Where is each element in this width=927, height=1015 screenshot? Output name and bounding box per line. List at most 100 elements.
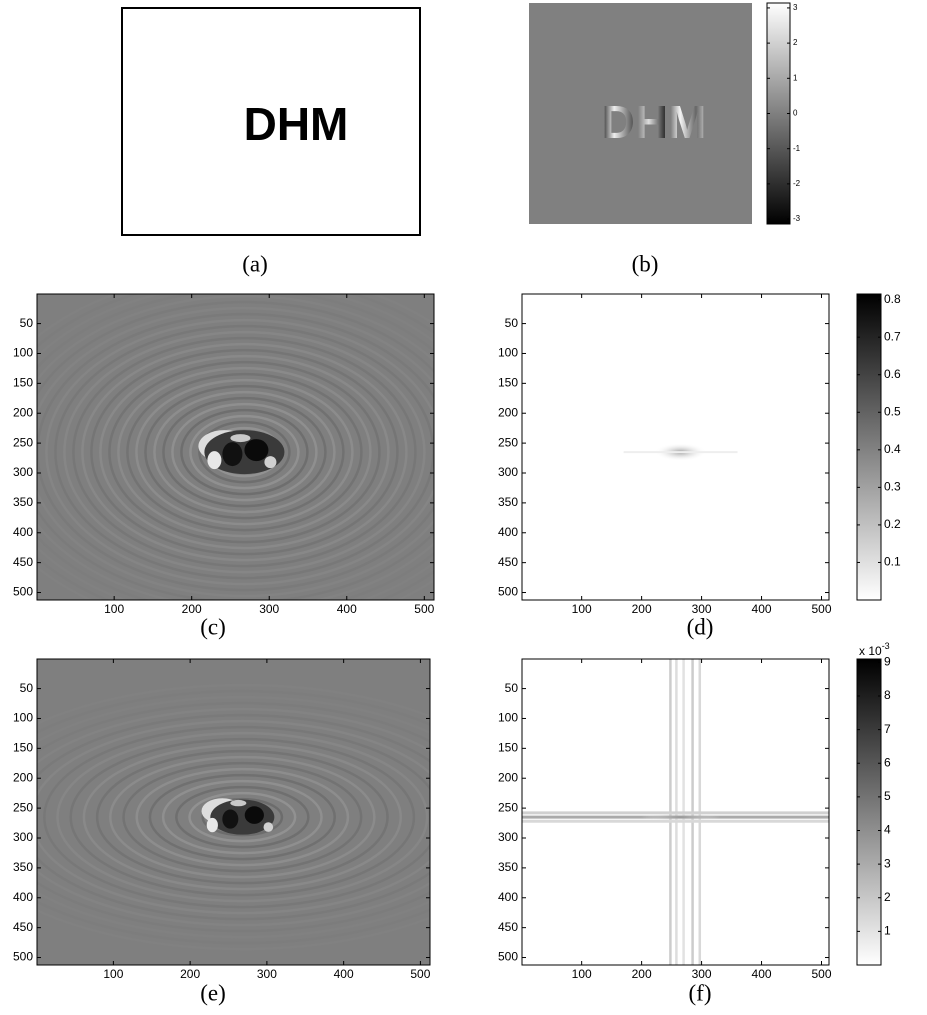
y-tick-label: 350 <box>13 495 33 509</box>
speckle <box>264 456 276 468</box>
colorbar <box>857 659 881 965</box>
y-tick-label: 100 <box>498 711 518 725</box>
colorbar-tick-label: 2 <box>793 38 798 47</box>
colorbar-tick-label: 7 <box>884 722 891 736</box>
x-tick-label: 200 <box>632 967 652 981</box>
x-tick-label: 300 <box>692 602 712 616</box>
scale-exponent: -3 <box>882 641 890 651</box>
x-tick-label: 500 <box>811 602 831 616</box>
y-tick-label: 400 <box>498 890 518 904</box>
x-tick-label: 500 <box>414 602 434 616</box>
y-tick-label: 300 <box>13 465 33 479</box>
colorbar-tick-label: -1 <box>793 144 801 153</box>
y-tick-label: 200 <box>498 405 518 419</box>
colorbar <box>767 3 790 224</box>
y-tick-label: 400 <box>13 525 33 539</box>
y-tick-label: 500 <box>13 950 33 964</box>
colorbar-tick-label: -2 <box>793 179 801 188</box>
image-text: DHM <box>602 96 707 148</box>
x-tick-label: 100 <box>572 602 592 616</box>
y-tick-label: 50 <box>20 681 34 695</box>
x-tick-label: 400 <box>752 967 772 981</box>
colorbar-tick-label: 6 <box>884 755 891 769</box>
panel-label: (b) <box>632 251 659 276</box>
scale-base: x 10 <box>859 644 882 658</box>
x-tick-label: 100 <box>572 967 592 981</box>
y-tick-label: 500 <box>498 585 518 599</box>
x-tick-label: 200 <box>180 967 200 981</box>
speckle <box>230 434 250 442</box>
speckle <box>245 806 264 824</box>
y-tick-label: 100 <box>13 346 33 360</box>
image-text: DHM <box>244 98 349 150</box>
panel-label: (f) <box>689 980 712 1005</box>
y-tick-label: 150 <box>13 376 33 390</box>
colorbar-tick-label: -3 <box>793 214 801 223</box>
colorbar-tick-label: 0 <box>793 109 798 118</box>
colorbar-tick-label: 0.7 <box>884 329 901 343</box>
colorbar-tick-label: 0.2 <box>884 517 901 531</box>
y-tick-label: 200 <box>13 405 33 419</box>
x-tick-label: 400 <box>334 967 354 981</box>
panel-label: (c) <box>200 614 226 639</box>
panel-label: (a) <box>242 251 268 276</box>
y-tick-label: 150 <box>498 376 518 390</box>
y-tick-label: 100 <box>13 711 33 725</box>
colorbar-tick-label: 5 <box>884 789 891 803</box>
y-tick-label: 500 <box>498 950 518 964</box>
y-tick-label: 50 <box>505 316 519 330</box>
speckle <box>207 818 218 832</box>
colorbar-tick-label: 4 <box>884 823 891 837</box>
y-tick-label: 400 <box>498 525 518 539</box>
x-tick-label: 500 <box>410 967 430 981</box>
y-tick-label: 200 <box>498 770 518 784</box>
colorbar-tick-label: 0.6 <box>884 367 901 381</box>
speckle <box>207 451 221 469</box>
y-tick-label: 350 <box>13 860 33 874</box>
spectrum <box>641 813 721 821</box>
x-tick-label: 300 <box>259 602 279 616</box>
colorbar-tick-label: 1 <box>884 924 891 938</box>
y-tick-label: 50 <box>505 681 519 695</box>
x-tick-label: 400 <box>337 602 357 616</box>
y-tick-label: 450 <box>498 555 518 569</box>
y-tick-label: 250 <box>13 800 33 814</box>
x-tick-label: 100 <box>104 602 124 616</box>
y-tick-label: 400 <box>13 890 33 904</box>
y-tick-label: 200 <box>13 770 33 784</box>
colorbar-tick-label: 0.5 <box>884 404 901 418</box>
colorbar-tick-label: 2 <box>884 890 891 904</box>
x-tick-label: 400 <box>752 602 772 616</box>
y-tick-label: 300 <box>498 465 518 479</box>
x-tick-label: 200 <box>182 602 202 616</box>
colorbar-tick-label: 0.8 <box>884 292 901 306</box>
speckle <box>244 439 268 461</box>
y-tick-label: 250 <box>498 435 518 449</box>
panel-label: (e) <box>200 980 226 1005</box>
y-tick-label: 250 <box>13 435 33 449</box>
y-tick-label: 150 <box>13 741 33 755</box>
page: body { margin: 0; background: #fff; widt… <box>0 0 927 1015</box>
speckle <box>230 800 246 806</box>
colorbar <box>857 294 881 600</box>
panel-label: (d) <box>687 614 714 639</box>
speckle <box>222 442 242 466</box>
y-tick-label: 50 <box>20 316 34 330</box>
y-tick-label: 450 <box>13 920 33 934</box>
y-tick-label: 350 <box>498 495 518 509</box>
colorbar-tick-label: 8 <box>884 688 891 702</box>
colorbar-tick-label: 1 <box>793 73 798 82</box>
x-tick-label: 300 <box>257 967 277 981</box>
colorbar-tick-label: 0.4 <box>884 442 901 456</box>
x-tick-label: 500 <box>811 967 831 981</box>
figure: DHM (a) DHM (b) (c) (d) (e) (f) 10020030… <box>0 0 927 1015</box>
x-tick-label: 200 <box>632 602 652 616</box>
colorbar-tick-label: 0.3 <box>884 480 901 494</box>
y-tick-label: 450 <box>498 920 518 934</box>
y-tick-label: 300 <box>498 830 518 844</box>
colorbar-tick-label: 3 <box>884 856 891 870</box>
y-tick-label: 500 <box>13 585 33 599</box>
speckle <box>264 822 274 832</box>
colorbar-tick-label: 0.1 <box>884 555 901 569</box>
y-tick-label: 150 <box>498 741 518 755</box>
